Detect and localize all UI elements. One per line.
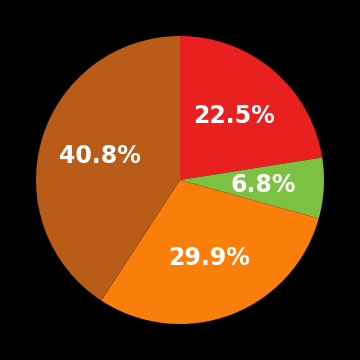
Wedge shape: [180, 36, 322, 180]
Wedge shape: [36, 36, 180, 301]
Wedge shape: [180, 157, 324, 219]
Text: 22.5%: 22.5%: [193, 104, 275, 129]
Text: 29.9%: 29.9%: [168, 246, 251, 270]
Wedge shape: [101, 180, 319, 324]
Text: 6.8%: 6.8%: [231, 173, 296, 197]
Text: 40.8%: 40.8%: [59, 144, 141, 168]
